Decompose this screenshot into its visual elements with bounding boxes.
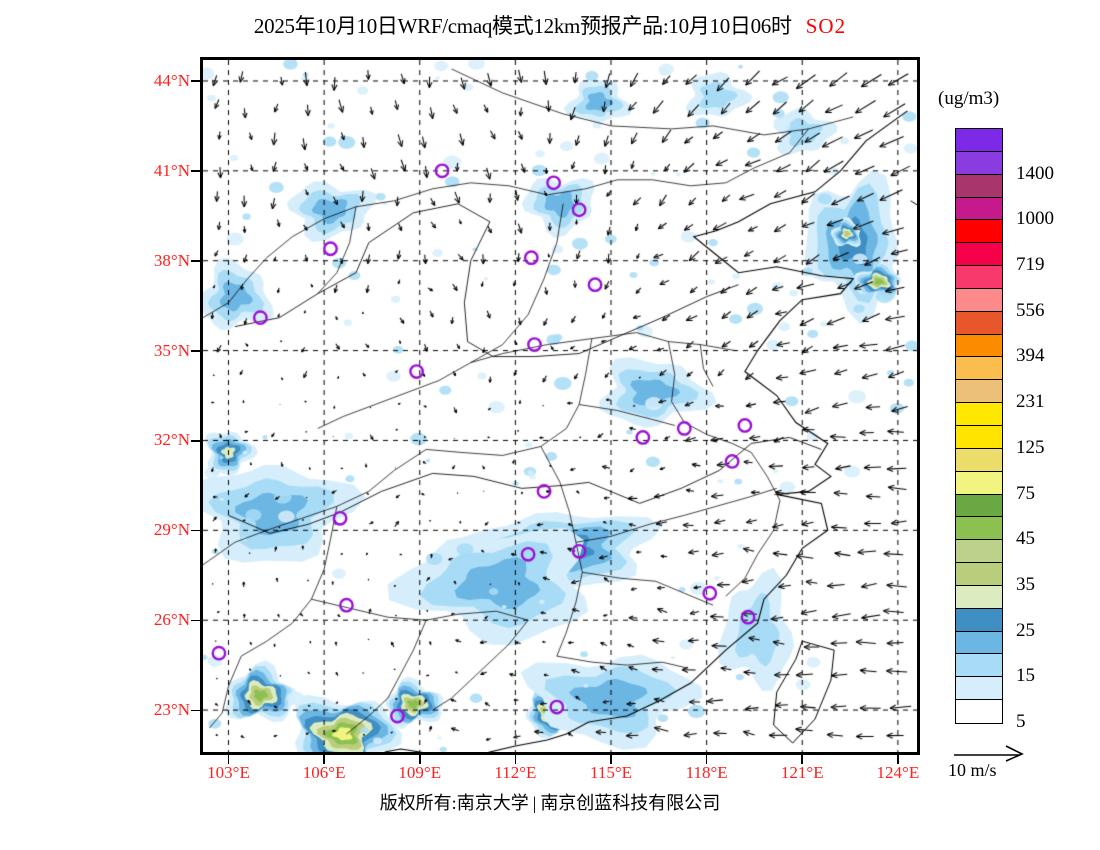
colorbar-tick-label: 5 bbox=[1016, 711, 1026, 732]
colorbar-band bbox=[956, 563, 1002, 586]
longitude-tick-label: 121°E bbox=[780, 763, 824, 782]
colorbar-tick-label: 394 bbox=[1016, 345, 1045, 367]
wind-scale-label: 10 m/s bbox=[948, 760, 997, 780]
latitude-tick-mark bbox=[191, 170, 200, 172]
colorbar-band bbox=[956, 220, 1002, 244]
colorbar-band bbox=[956, 448, 1002, 472]
colorbar-band bbox=[956, 631, 1002, 655]
colorbar-band bbox=[956, 129, 1002, 152]
colorbar-band bbox=[956, 403, 1002, 426]
longitude-tick-label: 103°E bbox=[207, 763, 250, 782]
latitude-tick-label: 44°N bbox=[153, 70, 190, 90]
latitude-tick-mark bbox=[191, 80, 200, 83]
colorbar-band bbox=[956, 380, 1002, 404]
longitude-tick-mark bbox=[227, 755, 230, 764]
colorbar-band bbox=[956, 311, 1002, 335]
colorbar-tick-label: 45 bbox=[1016, 528, 1035, 550]
colorbar-band bbox=[956, 288, 1002, 312]
longitude-tick-mark bbox=[897, 755, 899, 764]
latitude-tick-mark bbox=[191, 529, 200, 532]
longitude-tick-label: 112°E bbox=[494, 763, 537, 782]
latitude-tick-mark bbox=[191, 260, 200, 262]
longitude-tick-mark bbox=[610, 755, 612, 764]
colorbar-band bbox=[956, 243, 1002, 267]
colorbar[interactable] bbox=[955, 128, 1003, 724]
colorbar-band bbox=[956, 494, 1002, 518]
colorbar-tick-label: 35 bbox=[1016, 573, 1035, 595]
latitude-tick-mark bbox=[191, 439, 200, 442]
longitude-tick-label: 124°E bbox=[876, 763, 920, 782]
latitude-tick-label: 26°N bbox=[153, 610, 190, 630]
colorbar-band bbox=[956, 677, 1002, 701]
latitude-tick-mark bbox=[191, 619, 200, 622]
latitude-tick-mark bbox=[191, 350, 200, 352]
longitude-tick-mark bbox=[514, 755, 517, 764]
colorbar-band bbox=[956, 197, 1002, 221]
colorbar-tick-label: 25 bbox=[1016, 619, 1035, 641]
colorbar-band bbox=[956, 540, 1002, 564]
colorbar-band bbox=[956, 700, 1002, 723]
longitude-tick-label: 118°E bbox=[685, 763, 728, 782]
colorbar-band bbox=[956, 334, 1002, 358]
latitude-tick-label: 23°N bbox=[153, 700, 190, 720]
footer-separator: | bbox=[532, 793, 537, 813]
title-main-text: 2025年10月10日WRF/cmaq模式12km预报产品:10月10日06时 bbox=[253, 14, 792, 38]
longitude-tick-mark bbox=[801, 755, 804, 764]
colorbar-band bbox=[956, 585, 1002, 609]
longitude-tick-label: 109°E bbox=[398, 763, 442, 782]
latitude-tick-mark bbox=[191, 709, 200, 712]
colorbar-band bbox=[956, 471, 1002, 495]
colorbar-band bbox=[956, 426, 1002, 449]
footer-owner: 版权所有:南京大学 bbox=[379, 793, 529, 813]
footer-copyright: 版权所有:南京大学 | 南京创蓝科技有限公司 bbox=[0, 789, 1100, 815]
colorbar-band bbox=[956, 174, 1002, 198]
longitude-tick-label: 115°E bbox=[589, 763, 633, 782]
longitude-tick-label: 106°E bbox=[302, 763, 346, 782]
colorbar-tick-label: 1000 bbox=[1016, 208, 1054, 230]
colorbar-tick-label: 15 bbox=[1016, 665, 1035, 687]
colorbar-band bbox=[956, 357, 1002, 381]
longitude-axis: 103°E 106°E 109°E 112°E 115°E 118°E 121°E 124°E bbox=[0, 763, 1100, 793]
latitude-tick-label: 32°N bbox=[153, 430, 190, 450]
colorbar-tick-label: 719 bbox=[1016, 254, 1045, 276]
colorbar-tick-label: 125 bbox=[1016, 436, 1045, 458]
colorbar-band bbox=[956, 266, 1002, 289]
colorbar-unit-label: (ug/m3) bbox=[938, 88, 1000, 109]
latitude-axis: 44°N 41°N 38°N 35°N 32°N 29°N 26°N 23°N bbox=[120, 0, 190, 850]
map-canvas bbox=[203, 60, 917, 752]
footer-company: 南京创蓝科技有限公司 bbox=[540, 793, 721, 813]
latitude-tick-label: 41°N bbox=[153, 160, 190, 180]
colorbar-band bbox=[956, 517, 1002, 541]
colorbar-band bbox=[956, 608, 1002, 632]
colorbar-tick-label: 75 bbox=[1016, 482, 1035, 504]
longitude-tick-mark bbox=[418, 755, 421, 764]
latitude-tick-label: 38°N bbox=[153, 250, 190, 270]
wind-scale-arrow-icon bbox=[954, 745, 1024, 762]
latitude-tick-label: 29°N bbox=[153, 520, 190, 540]
colorbar-tick-label: 231 bbox=[1016, 391, 1045, 413]
colorbar-tick-label: 1400 bbox=[1016, 162, 1054, 184]
page-title: 2025年10月10日WRF/cmaq模式12km预报产品:10月10日06时 S… bbox=[0, 10, 1100, 40]
colorbar-band bbox=[956, 151, 1002, 175]
longitude-tick-mark bbox=[705, 755, 708, 764]
colorbar-band bbox=[956, 654, 1002, 678]
latitude-tick-label: 35°N bbox=[153, 340, 190, 360]
colorbar-tick-label: 556 bbox=[1016, 299, 1045, 321]
map-plot-area[interactable] bbox=[200, 57, 920, 755]
longitude-tick-mark bbox=[323, 755, 325, 764]
title-species-label: SO2 bbox=[805, 14, 847, 38]
